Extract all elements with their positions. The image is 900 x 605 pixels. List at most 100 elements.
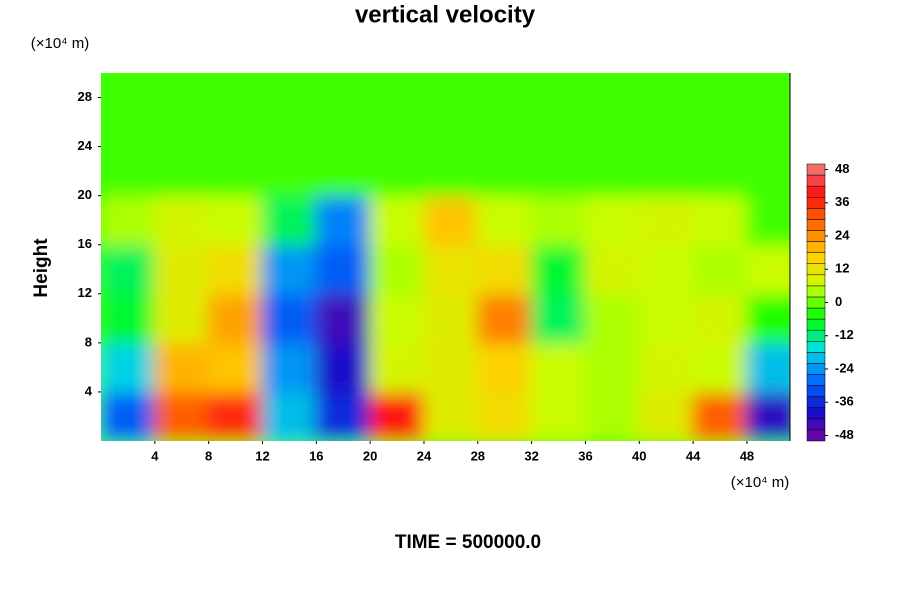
heat-cell	[153, 145, 210, 197]
y-tick-label: 8	[85, 334, 92, 349]
heat-cell	[584, 243, 641, 295]
heat-cell	[261, 194, 318, 246]
heat-cell	[692, 194, 748, 246]
heat-cell	[530, 96, 587, 148]
heat-cell	[315, 292, 372, 344]
heat-cell	[315, 145, 372, 197]
colorbar-swatch	[806, 296, 826, 309]
colorbar-swatch	[806, 274, 826, 287]
colorbar-swatch	[806, 252, 826, 264]
heat-cell	[101, 73, 156, 99]
colorbar-swatch	[806, 396, 826, 409]
heat-cell	[315, 341, 372, 393]
heat-cell	[422, 243, 479, 295]
x-tick-label: 24	[417, 448, 432, 463]
colorbar-swatch	[806, 429, 826, 442]
heat-cell	[261, 390, 318, 441]
heat-cell	[584, 341, 641, 393]
colorbar-swatch	[806, 219, 826, 231]
colorbar-swatch	[806, 374, 826, 386]
heat-cell	[315, 243, 372, 295]
heat-cell	[638, 390, 695, 441]
heat-cell	[207, 341, 264, 393]
chart-title: vertical velocity	[355, 1, 536, 28]
heat-cell	[422, 292, 479, 344]
heat-cell	[261, 145, 318, 197]
heat-cell	[369, 96, 425, 148]
heat-cell	[207, 390, 264, 441]
heat-cell	[101, 243, 156, 295]
colorbar-swatch	[806, 329, 826, 342]
heat-cell	[584, 390, 641, 441]
heat-cell	[315, 390, 372, 441]
heat-cell	[638, 292, 695, 344]
colorbar-swatch	[806, 230, 826, 242]
heat-cell	[153, 292, 210, 344]
heat-cell	[745, 194, 790, 246]
colorbar-swatch	[806, 418, 826, 431]
heat-cell	[369, 390, 425, 441]
heat-cell	[530, 292, 587, 344]
heat-cell	[422, 341, 479, 393]
heat-cell	[315, 194, 372, 246]
colorbar-swatch	[806, 407, 826, 420]
heat-cell	[692, 243, 748, 295]
heat-cell	[422, 145, 479, 197]
y-tick-label: 28	[78, 89, 92, 104]
colorbar-tick-label: 24	[835, 227, 850, 242]
x-tick-label: 40	[632, 448, 646, 463]
heat-cell	[476, 390, 533, 441]
heat-cell	[369, 243, 425, 295]
heat-cell	[638, 73, 695, 99]
heat-cell	[422, 96, 479, 148]
heat-cell	[153, 194, 210, 246]
colorbar-swatch	[806, 352, 826, 364]
heat-cell	[692, 73, 748, 99]
heat-cell	[101, 194, 156, 246]
heat-cell	[422, 194, 479, 246]
heat-cell	[530, 390, 587, 441]
heat-cell	[207, 243, 264, 295]
heat-cell	[207, 292, 264, 344]
heat-cell	[638, 194, 695, 246]
plot-area	[101, 73, 790, 441]
colorbar-tick-label: 12	[835, 261, 849, 276]
heat-cell	[584, 96, 641, 148]
colorbar-swatch	[806, 185, 826, 198]
heat-cell	[692, 96, 748, 148]
heat-cell	[745, 292, 790, 344]
colorbar-swatch	[806, 241, 826, 253]
x-tick-label: 12	[255, 448, 269, 463]
colorbar-tick-label: 0	[835, 294, 842, 309]
heat-cell	[638, 341, 695, 393]
y-axis-label: Height	[31, 238, 52, 298]
colorbar-swatch	[806, 363, 826, 375]
colorbar-swatch	[806, 196, 826, 209]
y-tick-label: 16	[78, 236, 92, 251]
colorbar-swatch	[806, 341, 826, 353]
colorbar-swatch	[806, 385, 826, 397]
heat-cell	[745, 145, 790, 197]
colorbar-tick-label: 36	[835, 194, 849, 209]
heat-cell	[315, 73, 372, 99]
colorbar-swatch	[806, 208, 826, 220]
footer: TIME = 500000.0	[395, 532, 541, 553]
x-tick-label: 36	[578, 448, 592, 463]
heat-cell	[369, 145, 425, 197]
heat-cell	[530, 73, 587, 99]
x-unit: (×10⁴ m)	[731, 474, 790, 491]
heat-cell	[369, 292, 425, 344]
heat-cell	[476, 292, 533, 344]
heat-cell	[638, 96, 695, 148]
heat-cell	[101, 96, 156, 148]
colorbar-tick-label: -24	[835, 360, 855, 375]
heat-cell	[207, 194, 264, 246]
heat-cell	[584, 194, 641, 246]
heat-cell	[692, 292, 748, 344]
heat-cell	[692, 341, 748, 393]
x-tick-label: 28	[471, 448, 485, 463]
heat-cell	[422, 73, 479, 99]
heat-cell	[584, 145, 641, 197]
heat-cell	[745, 243, 790, 295]
colorbar-tick-label: 48	[835, 161, 849, 176]
